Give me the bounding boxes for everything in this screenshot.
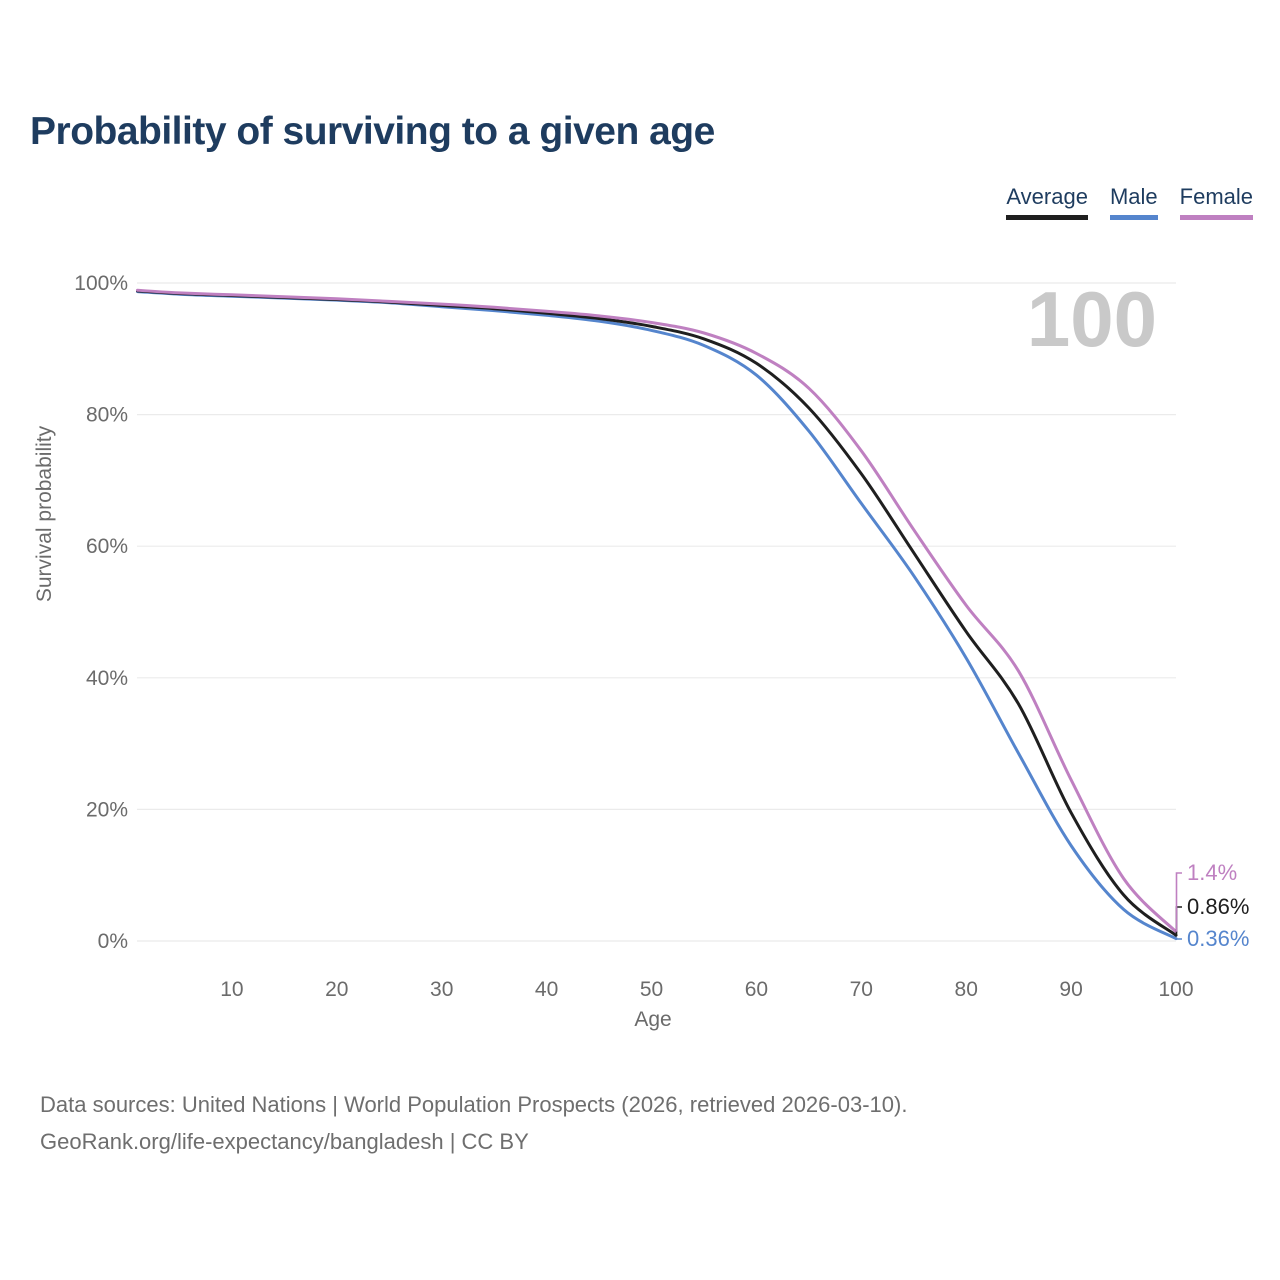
series-line-male xyxy=(136,290,1178,941)
end-label-average: 0.86% xyxy=(1187,894,1249,919)
source-note-line2: GeoRank.org/life-expectancy/bangladesh |… xyxy=(40,1129,529,1154)
end-label-female: 1.4% xyxy=(1187,860,1237,885)
legend-item-average[interactable]: Average xyxy=(1006,184,1088,220)
source-note: Data sources: United Nations | World Pop… xyxy=(40,1086,1240,1160)
series-line-average xyxy=(136,289,1178,937)
y-axis-title: Survival probability xyxy=(33,425,56,602)
legend-item-male[interactable]: Male xyxy=(1109,184,1158,220)
series-line-female xyxy=(136,288,1178,934)
x-tick-label-70: 70 xyxy=(850,978,873,1001)
end-leader-average xyxy=(1175,906,1182,936)
x-tick-label-30: 30 xyxy=(430,978,453,1001)
y-tick-label-40: 40% xyxy=(86,667,128,690)
end-label-male: 0.36% xyxy=(1187,926,1249,951)
x-tick-label-20: 20 xyxy=(325,978,348,1001)
y-tick-label-100: 100% xyxy=(74,272,128,295)
y-tick-label-60: 60% xyxy=(86,535,128,558)
y-tick-label-20: 20% xyxy=(86,798,128,821)
y-tick-label-0: 0% xyxy=(98,930,128,953)
watermark-age-100: 100 xyxy=(1027,275,1157,363)
x-tick-label-80: 80 xyxy=(955,978,978,1001)
y-tick-label-80: 80% xyxy=(86,404,128,427)
x-tick-label-10: 10 xyxy=(220,978,243,1001)
x-axis-title: Age xyxy=(634,1008,671,1031)
x-tick-label-50: 50 xyxy=(640,978,663,1001)
x-tick-label-40: 40 xyxy=(535,978,558,1001)
end-leader-female xyxy=(1175,872,1182,932)
legend-item-female[interactable]: Female xyxy=(1179,184,1253,220)
legend: Average Male Female xyxy=(1006,184,1253,220)
x-tick-label-60: 60 xyxy=(745,978,768,1001)
source-note-line1: Data sources: United Nations | World Pop… xyxy=(40,1092,908,1117)
x-tick-label-100: 100 xyxy=(1158,978,1193,1001)
survival-probability-chart: 0% 20% 40% 60% 80% 100% 10 20 30 40 50 60 70 80 90 100 A… xyxy=(33,272,1249,1031)
chart-title: Probability of surviving to a given age xyxy=(30,110,715,153)
x-tick-label-90: 90 xyxy=(1059,978,1082,1001)
